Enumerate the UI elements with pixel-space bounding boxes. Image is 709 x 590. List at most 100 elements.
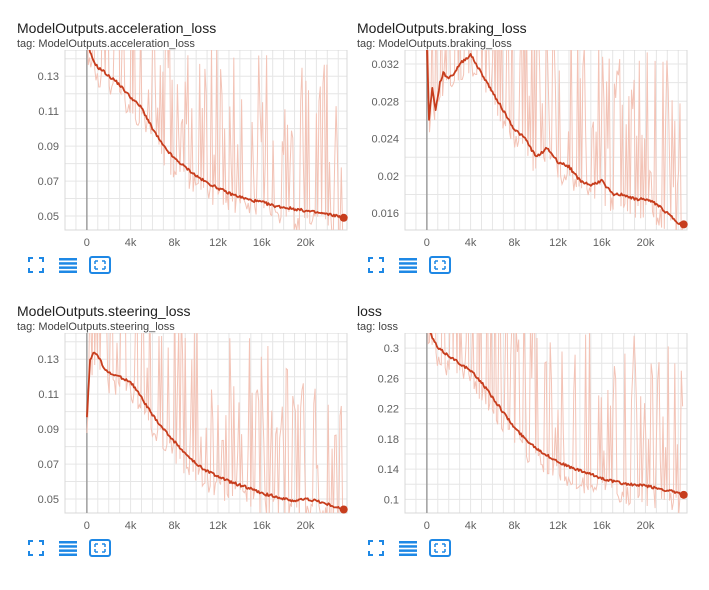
fullscreen-button[interactable] — [25, 539, 47, 561]
fit-domain-button[interactable] — [89, 538, 111, 562]
y-tick-label: 0.05 — [38, 211, 59, 223]
chart-toolbar — [25, 538, 111, 562]
plot-border — [64, 333, 348, 514]
fullscreen-icon — [28, 256, 44, 278]
fullscreen-icon — [368, 256, 384, 278]
x-tick-label: 20k — [297, 237, 315, 249]
smoothed-series-line — [86, 351, 345, 510]
raw-series-line — [86, 333, 344, 513]
x-tick-label: 20k — [637, 237, 655, 249]
list-icon — [398, 257, 418, 278]
plot-border — [404, 50, 688, 231]
y-tick-label: 0.024 — [371, 134, 399, 146]
y-tick-label: 0.07 — [38, 176, 59, 188]
x-tick-label: 0 — [84, 520, 90, 532]
y-tick-label: 0.11 — [38, 106, 59, 118]
fit-domain-button[interactable] — [429, 538, 451, 562]
y-tick-label: 0.016 — [371, 208, 399, 220]
series-endpoint-dot — [339, 505, 348, 514]
y-tick-label: 0.14 — [378, 464, 399, 476]
show-data-button[interactable] — [397, 256, 419, 278]
series-endpoint-dot — [679, 490, 688, 499]
x-tick-label: 16k — [253, 520, 271, 532]
smoothed-series-line — [88, 50, 345, 219]
chart-plot[interactable]: 0 4k 8k 12k 16k 20k 0.016 0.02 0.024 0.028 0.032 — [357, 50, 697, 250]
show-data-button[interactable] — [397, 539, 419, 561]
x-tick-label: 0 — [424, 237, 430, 249]
x-tick-label: 8k — [508, 520, 520, 532]
fullscreen-icon — [368, 539, 384, 561]
x-tick-label: 16k — [593, 520, 611, 532]
raw-series-line — [87, 50, 344, 230]
chart-card-acceleration-loss: ModelOutputs.acceleration_loss tag: Mode… — [17, 20, 357, 305]
fit-domain-button[interactable] — [429, 255, 451, 279]
x-tick-label: 8k — [508, 237, 520, 249]
x-tick-label: 8k — [168, 237, 180, 249]
x-tick-label: 20k — [637, 520, 655, 532]
x-tick-label: 12k — [209, 520, 227, 532]
x-tick-label: 20k — [297, 520, 315, 532]
plot-border — [64, 50, 348, 231]
x-tick-label: 12k — [549, 520, 567, 532]
x-tick-label: 8k — [168, 520, 180, 532]
chart-toolbar — [25, 255, 111, 279]
y-tick-label: 0.18 — [378, 434, 399, 446]
raw-series-line — [427, 333, 684, 513]
chart-toolbar — [365, 538, 451, 562]
list-icon — [58, 540, 78, 561]
chart-toolbar — [365, 255, 451, 279]
fit-domain-icon — [429, 255, 451, 279]
y-tick-label: 0.1 — [384, 494, 399, 506]
y-tick-label: 0.02 — [378, 171, 399, 183]
x-tick-label: 4k — [465, 520, 477, 532]
chart-title: ModelOutputs.steering_loss — [17, 303, 191, 319]
chart-tag: tag: ModelOutputs.acceleration_loss — [17, 38, 195, 50]
y-tick-label: 0.05 — [38, 494, 59, 506]
fullscreen-button[interactable] — [365, 539, 387, 561]
show-data-button[interactable] — [57, 256, 79, 278]
chart-plot[interactable]: 0 4k 8k 12k 16k 20k 0.05 0.07 0.09 0.11 0.13 — [17, 50, 357, 250]
chart-card-steering-loss: ModelOutputs.steering_loss tag: ModelOut… — [17, 303, 357, 588]
x-tick-label: 4k — [125, 237, 137, 249]
plot-border — [404, 333, 688, 514]
fullscreen-icon — [28, 539, 44, 561]
y-tick-label: 0.07 — [38, 459, 59, 471]
chart-plot[interactable]: 0 4k 8k 12k 16k 20k 0.1 0.14 0.18 0.22 0.26 0.3 — [357, 333, 697, 533]
chart-card-braking-loss: ModelOutputs.braking_loss tag: ModelOutp… — [357, 20, 697, 305]
y-tick-label: 0.26 — [378, 373, 399, 385]
list-icon — [58, 257, 78, 278]
y-tick-label: 0.22 — [378, 404, 399, 416]
chart-tag: tag: ModelOutputs.braking_loss — [357, 38, 512, 50]
smoothed-series-line — [426, 50, 685, 226]
chart-card-loss: loss tag: loss 0 4k 8k 12k 16k 20k 0.1 0.14 0.18… — [357, 303, 697, 588]
chart-title: ModelOutputs.braking_loss — [357, 20, 527, 36]
y-tick-label: 0.13 — [38, 354, 59, 366]
fit-domain-button[interactable] — [89, 255, 111, 279]
x-tick-label: 0 — [84, 237, 90, 249]
list-icon — [398, 540, 418, 561]
x-tick-label: 4k — [465, 237, 477, 249]
x-tick-label: 4k — [125, 520, 137, 532]
y-tick-label: 0.3 — [384, 343, 399, 355]
raw-series-line — [426, 50, 684, 230]
y-tick-label: 0.028 — [371, 96, 399, 108]
fit-domain-icon — [89, 538, 111, 562]
x-tick-label: 16k — [253, 237, 271, 249]
series-endpoint-dot — [339, 213, 348, 222]
chart-tag: tag: ModelOutputs.steering_loss — [17, 321, 175, 333]
y-tick-label: 0.032 — [371, 59, 399, 71]
x-tick-label: 0 — [424, 520, 430, 532]
show-data-button[interactable] — [57, 539, 79, 561]
fit-domain-icon — [429, 538, 451, 562]
chart-title: loss — [357, 303, 382, 319]
series-endpoint-dot — [679, 220, 688, 229]
chart-tag: tag: loss — [357, 321, 398, 333]
fullscreen-button[interactable] — [25, 256, 47, 278]
chart-plot[interactable]: 0 4k 8k 12k 16k 20k 0.05 0.07 0.09 0.11 0.13 — [17, 333, 357, 533]
y-tick-label: 0.11 — [38, 389, 59, 401]
x-tick-label: 12k — [209, 237, 227, 249]
y-tick-label: 0.09 — [38, 424, 59, 436]
fit-domain-icon — [89, 255, 111, 279]
fullscreen-button[interactable] — [365, 256, 387, 278]
y-tick-label: 0.13 — [38, 71, 59, 83]
